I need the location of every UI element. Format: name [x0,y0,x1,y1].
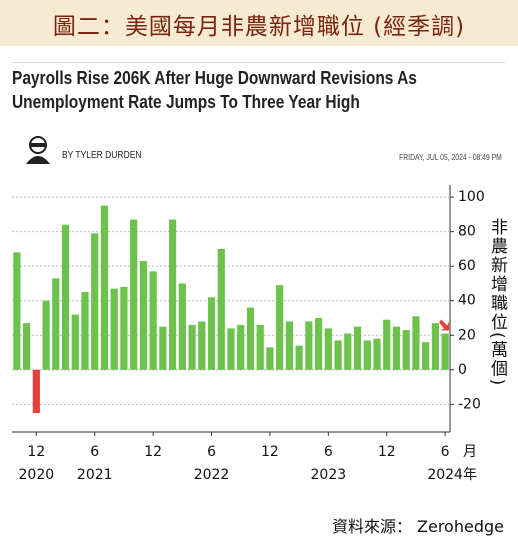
x-group-label: 2023 [311,467,347,483]
y-axis-label: 非農新增職位(萬個) [487,218,508,387]
bar [159,326,167,370]
banner: 圖二：美國每月非農新增職位 (經季調) [0,0,518,46]
y-tick-label: -20 [458,396,481,412]
y-tick-label: 60 [458,258,476,274]
x-group-label: 2020 [19,467,55,483]
article-card [12,62,505,179]
bar [81,292,89,370]
headline: Unemployment Rate Jumps To Three Year Hi… [12,92,360,112]
y-tick-label: 100 [458,189,485,205]
bar [23,323,31,370]
x-group-label: 2022 [194,467,230,483]
bar [334,340,342,370]
bar [139,261,147,370]
bar [42,300,50,370]
y-tick-label: 80 [458,224,476,240]
bar [295,345,303,370]
bar [120,286,128,370]
bar [431,323,439,370]
x-group-label: 2021 [77,467,113,483]
bar [422,342,430,370]
bar [217,248,225,370]
bar [276,285,284,370]
bar [227,328,235,370]
bar [256,324,264,370]
x-tick-label: 6 [90,444,99,460]
headline: Payrolls Rise 206K After Huge Downward R… [12,68,417,88]
bar [324,328,332,370]
date: FRIDAY, JUL 05, 2024 - 08:49 PM [399,153,502,162]
bar [353,326,362,370]
banner-title: 圖二：美國每月非農新增職位 (經季調) [52,14,466,40]
bar [402,330,410,370]
bar [130,219,138,370]
source: 資料來源： Zerohedge [331,517,504,536]
y-tick-label: 20 [458,327,476,343]
bar [188,324,196,370]
bar [344,333,352,370]
bar [246,307,255,370]
x-tick-label: 6 [324,444,333,460]
y-tick-label: 40 [458,293,476,309]
bar [383,319,391,370]
bar [441,333,449,370]
bar [285,321,293,370]
bar [100,205,109,370]
author: BY TYLER DURDEN [62,150,142,161]
bar [71,314,79,370]
bar [315,318,323,370]
x-tick-label: 12 [378,444,396,460]
annotation-arrow [439,319,450,331]
x-group-axis-label: 年 [463,467,477,483]
x-tick-label: 12 [261,444,279,460]
bar [91,233,99,370]
bar [149,271,157,370]
x-group-label: 2024 [427,467,463,483]
bar [13,252,21,370]
x-tick-label: 12 [27,444,45,460]
bar [110,288,118,370]
bar [32,369,40,413]
bar [392,326,401,370]
x-axis-label: 月 [463,444,477,460]
bar [169,219,177,370]
bar [305,321,313,370]
bar [266,347,274,370]
bar [198,321,206,370]
x-tick-label: 6 [207,444,216,460]
bar [373,338,381,370]
bar [363,340,371,370]
x-tick-label: 6 [441,444,450,460]
bar [237,324,245,370]
bar [412,316,420,370]
bar [61,224,70,370]
x-tick-label: 12 [144,444,162,460]
avatar [26,136,50,164]
bar [52,278,60,370]
bar [178,283,186,370]
y-tick-label: 0 [458,362,467,378]
bar [207,297,216,370]
